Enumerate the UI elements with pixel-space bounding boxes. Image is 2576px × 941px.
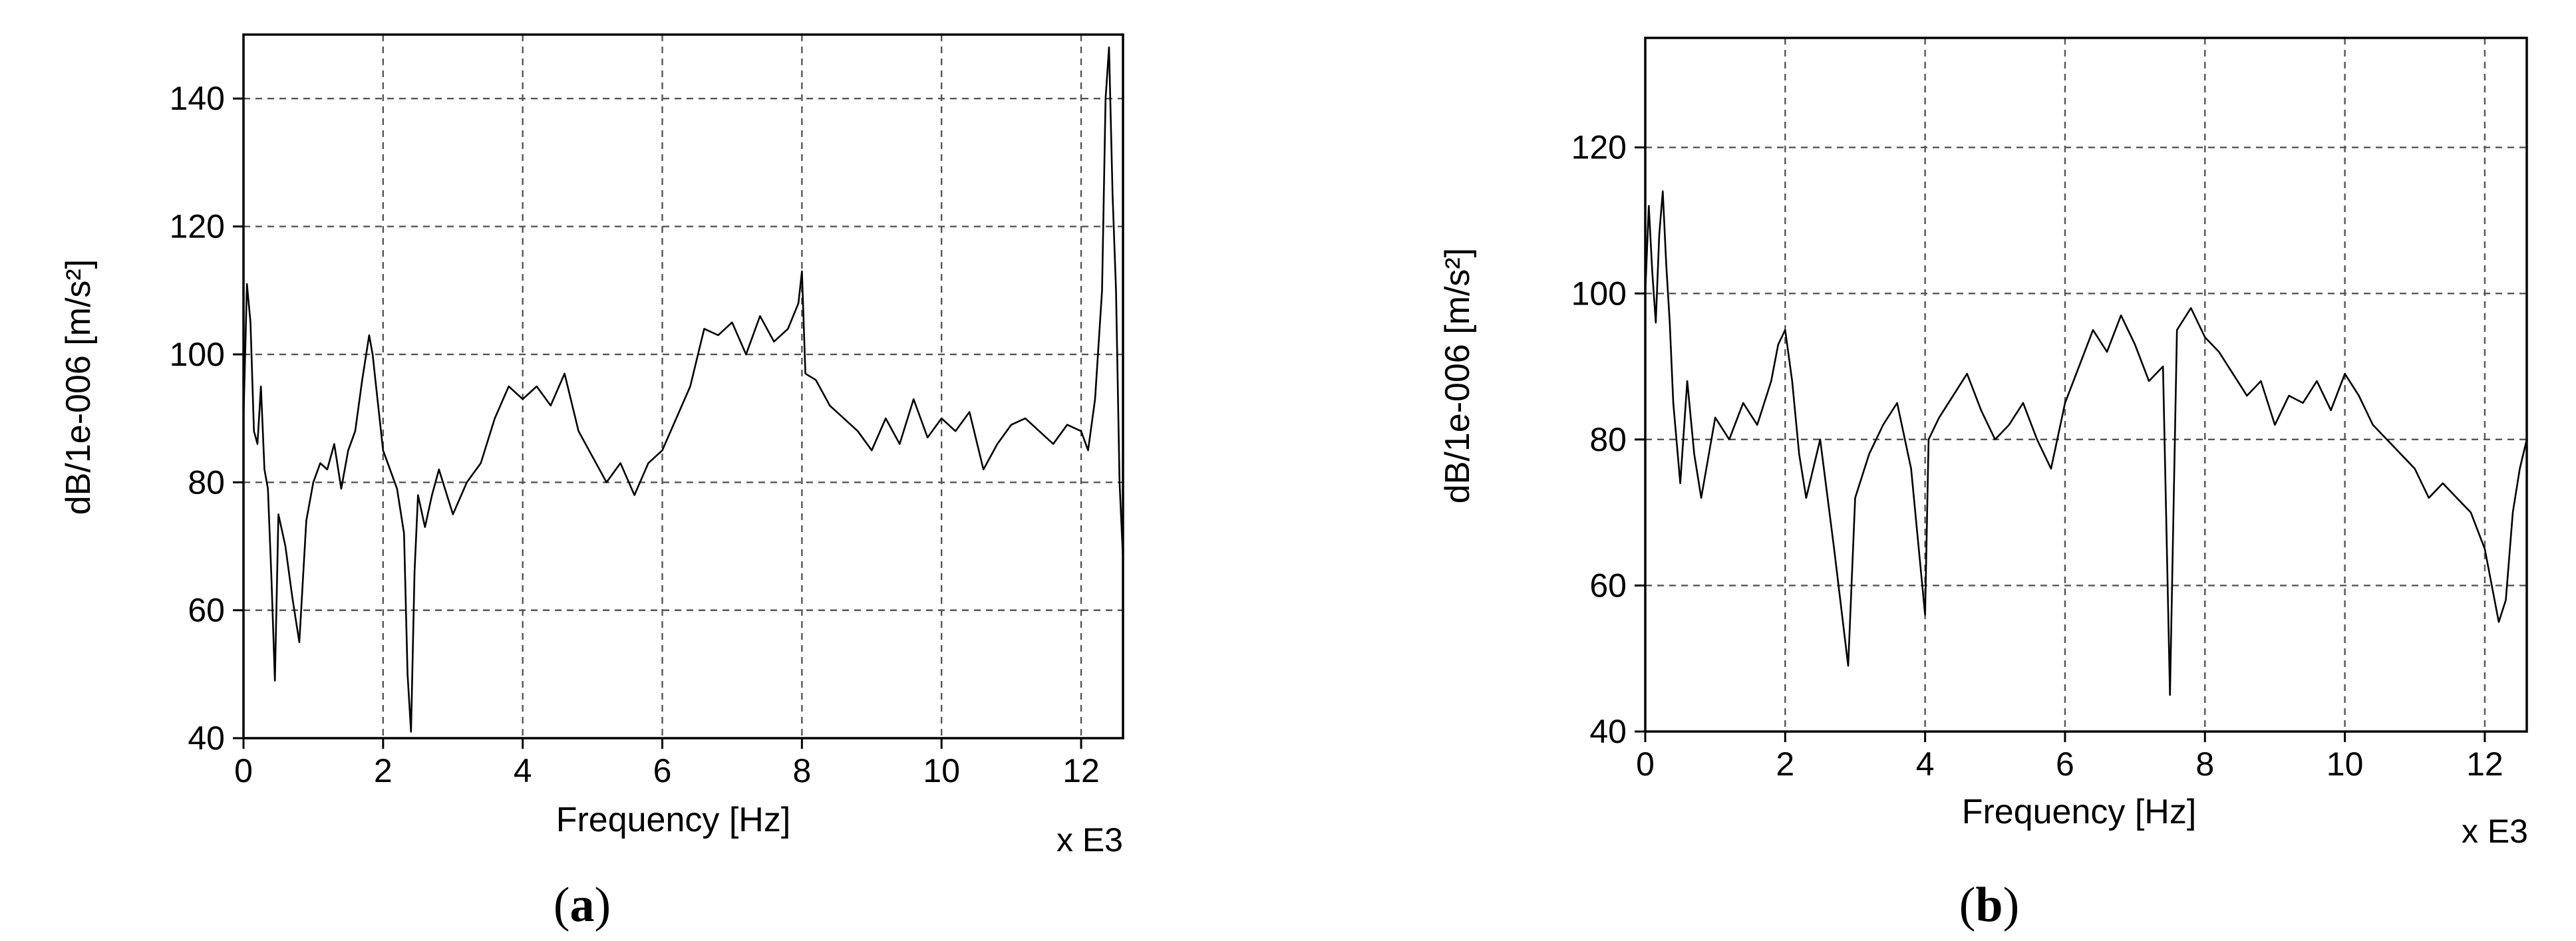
x-tick-label: 8 [2195, 745, 2214, 783]
y-tick-label: 80 [1589, 421, 1627, 458]
y-tick-label: 40 [188, 720, 225, 757]
x-tick-label: 2 [1776, 745, 1794, 783]
panel-label-letter-b: b [1975, 878, 2003, 932]
grid-lines-b [1645, 38, 2527, 732]
x-tick-label: 4 [1916, 745, 1935, 783]
y-tick-labels-a: 40 60 80 100 120 140 [170, 80, 225, 757]
chart-panel-b: 40 60 80 100 120 0 2 4 6 8 10 12 Frequency [Hz] dB… [1438, 37, 2528, 932]
chart-panel-a: 40 60 80 100 120 140 0 2 4 6 8 10 12 Frequency [Hz]… [59, 33, 1124, 932]
x-tick-label: 8 [792, 752, 811, 789]
x-tick-label: 4 [514, 752, 532, 789]
series-line-b [1644, 190, 2528, 696]
x-tick-label: 0 [1636, 745, 1655, 783]
panel-label-b: (b) [1959, 878, 2019, 932]
series-line-a [242, 46, 1124, 733]
y-tick-label: 80 [188, 464, 225, 501]
x-tick-label: 10 [923, 752, 960, 789]
y-tick-label: 40 [1589, 713, 1627, 750]
panel-label-a: (a) [554, 878, 611, 932]
y-axis-title-a: dB/1e-006 [m/s²] [59, 259, 98, 515]
x-axis-title-a: Frequency [Hz] [556, 801, 791, 839]
y-tick-label: 100 [170, 336, 225, 373]
y-tick-label: 120 [1571, 129, 1627, 166]
x-tick-label: 12 [2466, 745, 2503, 783]
y-tick-label: 100 [1571, 275, 1627, 312]
x-tick-label: 6 [2056, 745, 2074, 783]
y-tick-label: 60 [188, 592, 225, 629]
y-tick-label: 120 [170, 208, 225, 245]
x-tick-labels-b: 0 2 4 6 8 10 12 [1636, 745, 2503, 783]
plot-frame-b [1644, 37, 2528, 733]
y-axis-title-b: dB/1e-006 [m/s²] [1438, 248, 1477, 503]
ticks-a [233, 97, 1082, 749]
x-multiplier-b: x E3 [2462, 813, 2528, 850]
panel-label-letter-a: a [570, 878, 595, 932]
x-tick-label: 2 [374, 752, 393, 789]
x-tick-label: 12 [1062, 752, 1100, 789]
x-tick-labels-a: 0 2 4 6 8 10 12 [234, 752, 1100, 789]
y-tick-label: 140 [170, 80, 225, 117]
plot-frame-a [242, 33, 1124, 739]
y-tick-label: 60 [1589, 567, 1627, 604]
x-tick-label: 10 [2327, 745, 2364, 783]
ticks-b [1635, 146, 2486, 742]
x-axis-title-b: Frequency [Hz] [1962, 793, 2197, 831]
x-tick-label: 0 [234, 752, 253, 789]
y-tick-labels-b: 40 60 80 100 120 [1571, 129, 1627, 750]
grid-lines-a [243, 35, 1123, 738]
x-multiplier-a: x E3 [1056, 821, 1123, 859]
x-tick-label: 6 [653, 752, 672, 789]
